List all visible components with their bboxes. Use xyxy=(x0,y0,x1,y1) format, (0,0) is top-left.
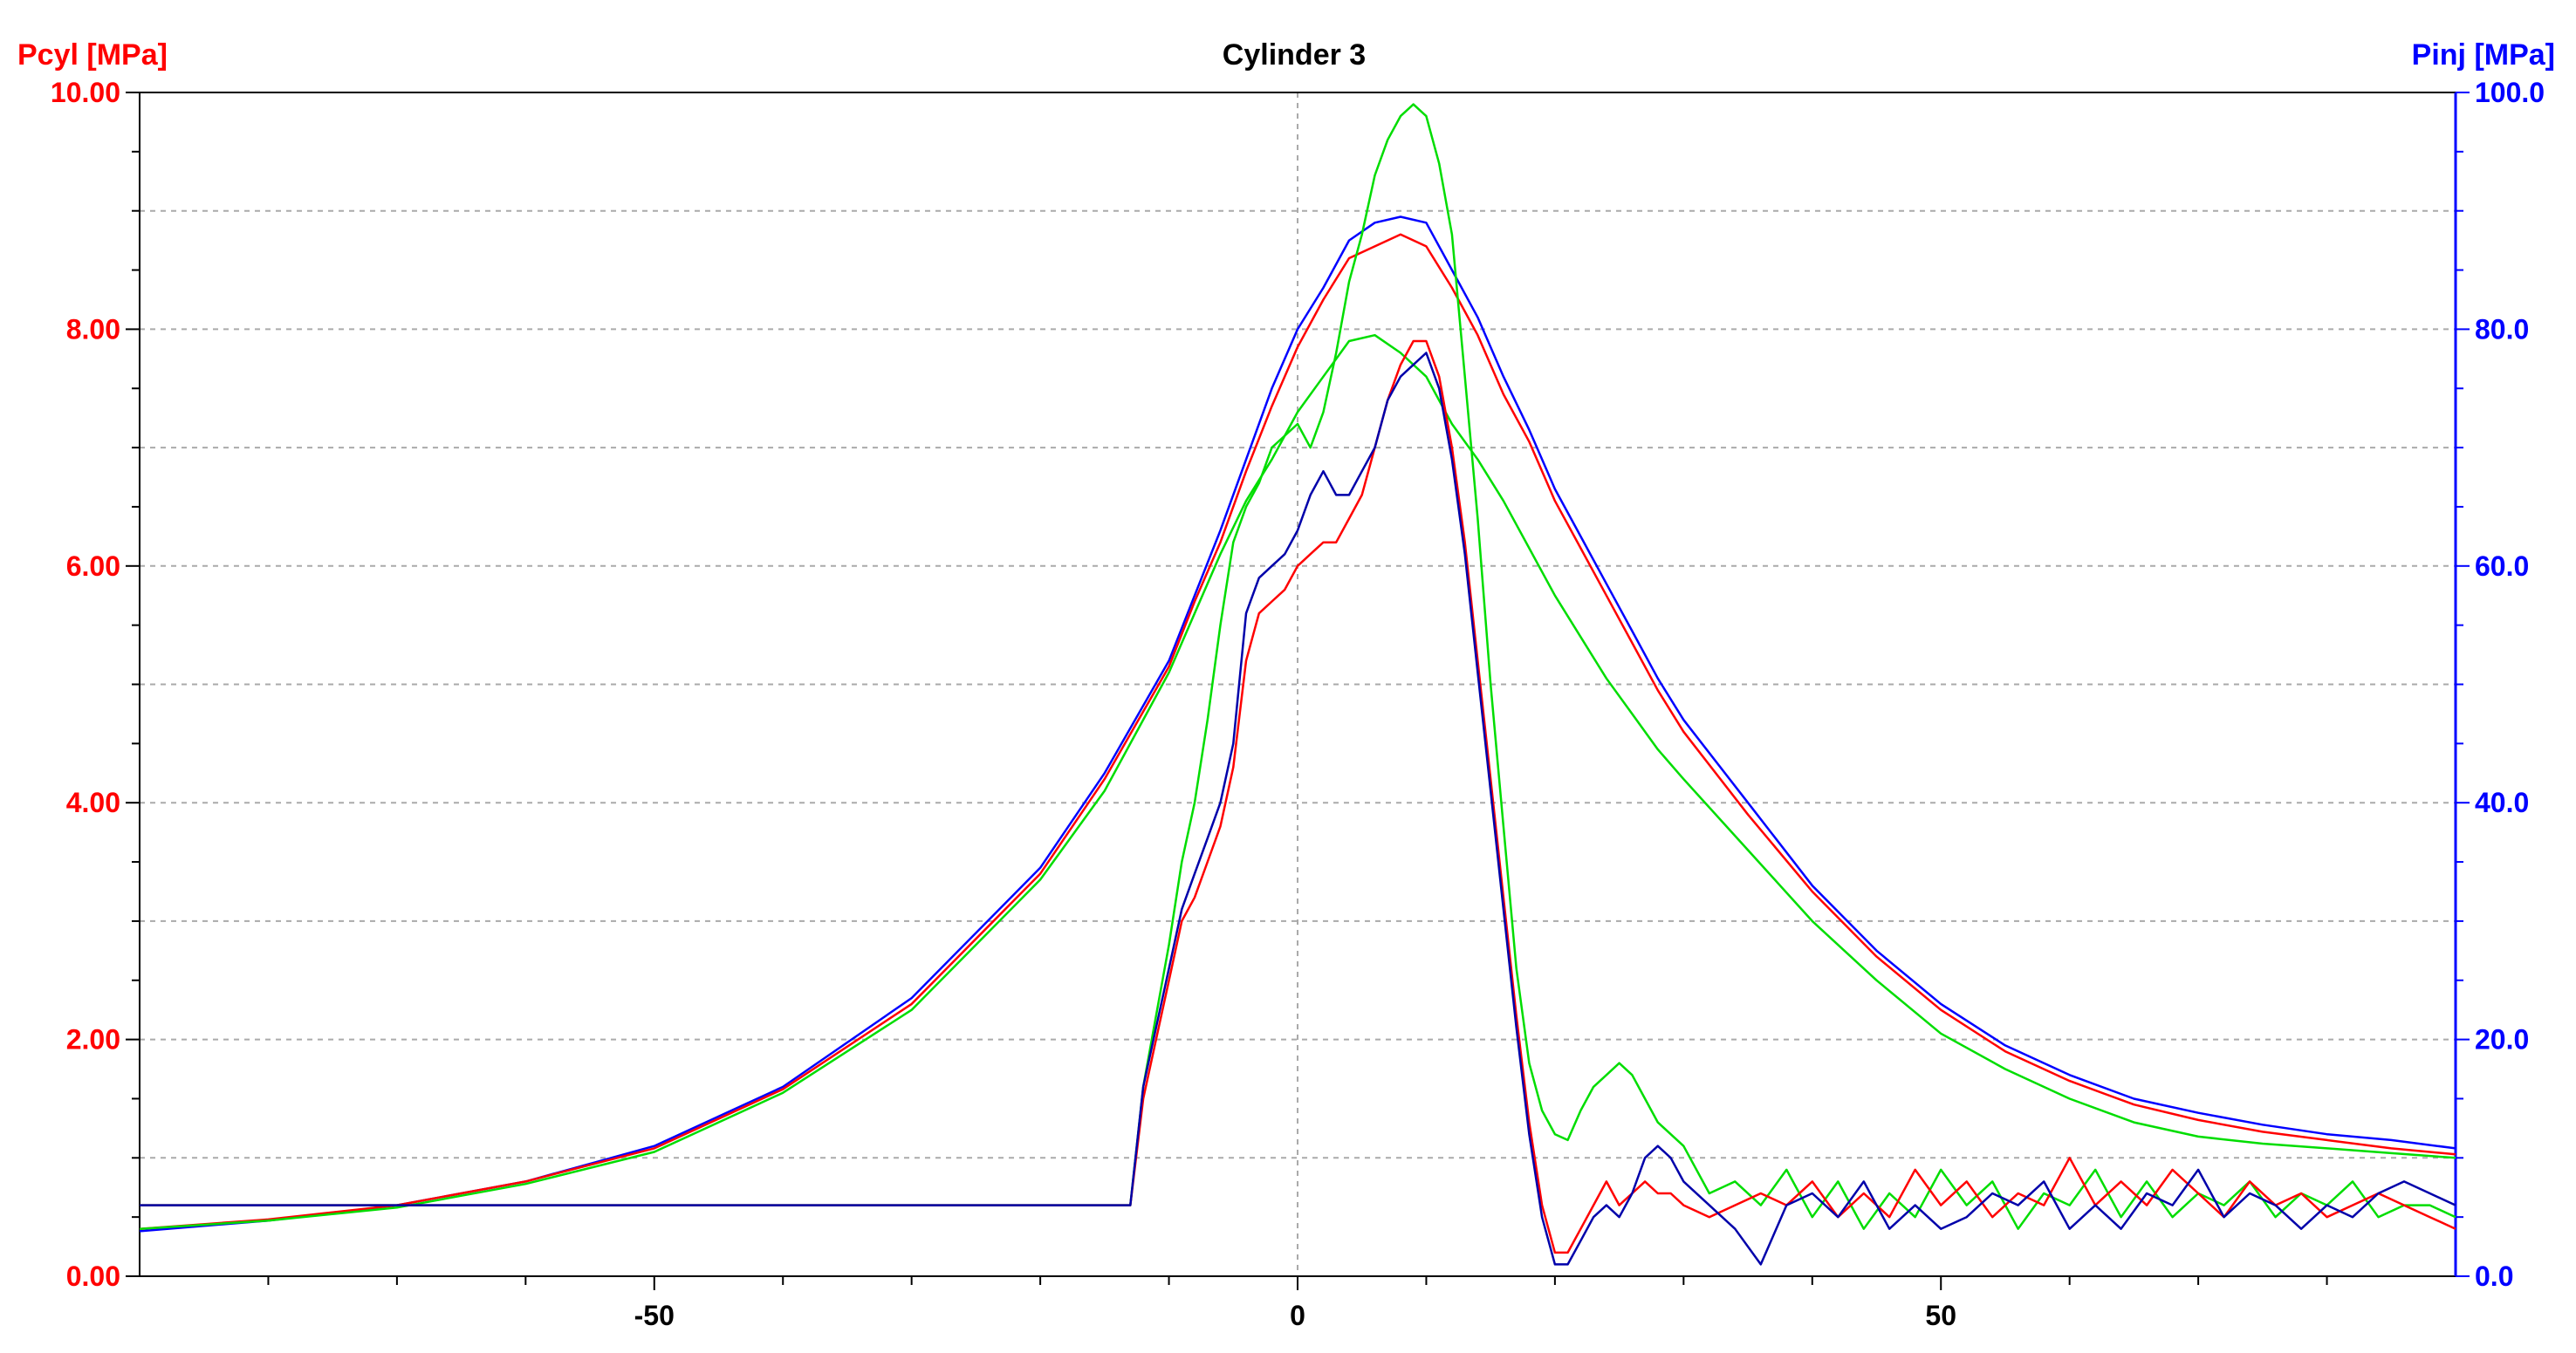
series-line-4 xyxy=(140,103,2456,1230)
right-tick-label: 60.0 xyxy=(2475,550,2529,582)
axes: -50 0 50 0.00 2.00 4.00 6.00 8.00 10.00 0.0 20.0 40… xyxy=(51,77,2545,1331)
right-tick-label: 80.0 xyxy=(2475,313,2529,345)
left-tick-label: 8.00 xyxy=(66,313,120,345)
x-tick-label: 0 xyxy=(1290,1300,1305,1331)
left-axis-label: Pcyl [MPa] xyxy=(17,38,168,72)
series-line-1 xyxy=(139,215,2456,1233)
series-line-2 xyxy=(139,233,2456,1230)
series-lines xyxy=(139,103,2456,1266)
series-line-3 xyxy=(139,333,2456,1230)
series-line-5 xyxy=(140,339,2456,1254)
left-tick-label: 0.00 xyxy=(66,1261,120,1292)
right-tick-label: 100.0 xyxy=(2475,77,2545,108)
left-tick-label: 4.00 xyxy=(66,787,120,818)
right-tick-label: 0.0 xyxy=(2475,1261,2513,1292)
left-tick-label: 10.00 xyxy=(51,77,120,108)
left-tick-label: 6.00 xyxy=(66,550,120,582)
right-axis-label: Pinj [MPa] xyxy=(2412,38,2555,72)
left-tick-label: 2.00 xyxy=(66,1024,120,1056)
chart-title: Cylinder 3 xyxy=(1223,38,1366,72)
x-tick-label: -50 xyxy=(634,1300,675,1331)
right-tick-label: 20.0 xyxy=(2475,1024,2529,1056)
right-tick-label: 40.0 xyxy=(2475,787,2529,818)
series-line-6 xyxy=(140,352,2456,1266)
grid xyxy=(140,92,2456,1276)
x-tick-label: 50 xyxy=(1925,1300,1956,1331)
